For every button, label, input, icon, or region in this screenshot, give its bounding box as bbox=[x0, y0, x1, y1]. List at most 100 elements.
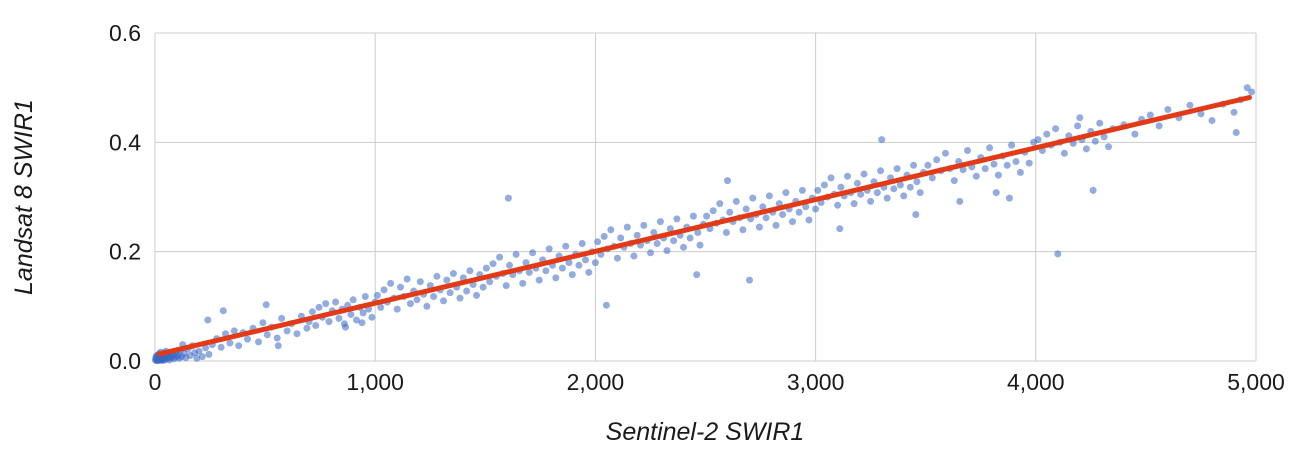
scatter-point bbox=[496, 253, 504, 261]
scatter-point bbox=[746, 276, 753, 284]
scatter-point bbox=[293, 330, 301, 338]
scatter-point bbox=[617, 234, 625, 242]
scatter-point bbox=[430, 293, 438, 300]
scatter-point bbox=[1008, 141, 1016, 149]
scatter-point bbox=[1155, 122, 1163, 130]
scatter-point bbox=[456, 294, 464, 302]
scatter-point bbox=[413, 296, 421, 304]
scatter-point bbox=[393, 305, 401, 313]
scatter-point bbox=[205, 350, 213, 358]
scatter-point bbox=[380, 286, 388, 294]
scatter-point bbox=[802, 203, 810, 211]
scatter-point bbox=[602, 301, 610, 309]
scatter-point bbox=[964, 147, 971, 154]
scatter-point bbox=[591, 259, 599, 267]
scatter-point bbox=[558, 264, 566, 272]
scatter-point bbox=[739, 226, 747, 234]
scatter-point bbox=[406, 300, 414, 308]
scatter-point bbox=[322, 300, 330, 308]
scatter-point bbox=[1197, 110, 1205, 118]
scatter-point bbox=[198, 353, 206, 361]
scatter-point bbox=[217, 343, 225, 351]
scatter-point bbox=[535, 276, 543, 284]
scatter-point bbox=[623, 223, 631, 231]
scatter-point bbox=[489, 260, 497, 268]
scatter-point bbox=[928, 174, 936, 182]
scatter-point bbox=[359, 309, 367, 317]
scatter-point bbox=[950, 177, 958, 185]
scatter-point bbox=[1082, 145, 1090, 153]
scatter-point bbox=[1005, 194, 1013, 202]
scatter-point bbox=[633, 231, 641, 239]
scatter-point bbox=[607, 226, 615, 234]
scatter-point bbox=[377, 303, 385, 311]
scatter-point bbox=[812, 205, 820, 213]
scatter-point bbox=[463, 287, 471, 295]
scatter-point bbox=[578, 240, 586, 247]
scatter-point bbox=[986, 144, 994, 152]
y-tick-label: 0.6 bbox=[109, 20, 141, 46]
scatter-point bbox=[193, 354, 201, 362]
scatter-point bbox=[837, 183, 845, 191]
scatter-point bbox=[486, 278, 494, 286]
scatter-point bbox=[990, 160, 998, 168]
scatter-point bbox=[449, 270, 457, 277]
scatter-point bbox=[798, 186, 806, 194]
scatter-point bbox=[959, 166, 967, 174]
scatter-point bbox=[1054, 250, 1062, 258]
scatter-point bbox=[512, 250, 520, 258]
scatter-point bbox=[749, 194, 757, 202]
scatter-point bbox=[262, 301, 270, 309]
scatter-point bbox=[759, 203, 767, 211]
scatter-point bbox=[347, 311, 355, 318]
scatter-point bbox=[332, 298, 340, 306]
scatter-point bbox=[689, 212, 697, 220]
scatter-point bbox=[565, 259, 573, 267]
scatter-point bbox=[443, 276, 451, 284]
scatter-point bbox=[582, 256, 589, 264]
scatter-point bbox=[779, 211, 787, 218]
scatter-point bbox=[663, 247, 671, 255]
scatter-point bbox=[916, 189, 924, 197]
scatter-point bbox=[762, 214, 770, 222]
scatter-point bbox=[263, 331, 271, 339]
scatter-point bbox=[502, 282, 510, 290]
scatter-point bbox=[896, 181, 904, 189]
scatter-point bbox=[525, 268, 533, 276]
scatter-point bbox=[910, 161, 918, 169]
scatter-point bbox=[325, 318, 333, 326]
scatter-point bbox=[506, 261, 513, 269]
scatter-point bbox=[696, 241, 704, 249]
x-tick-label: 2,000 bbox=[567, 369, 625, 395]
scatter-point bbox=[552, 274, 560, 282]
scatter-point bbox=[308, 308, 316, 316]
scatter-point bbox=[219, 307, 227, 315]
scatter-point bbox=[673, 215, 681, 223]
x-tick-label: 0 bbox=[149, 369, 162, 395]
scatter-point bbox=[594, 238, 602, 246]
scatter-point bbox=[1076, 114, 1084, 122]
scatter-point bbox=[994, 171, 1002, 179]
scatter-point bbox=[653, 240, 661, 247]
y-tick-label: 0.4 bbox=[109, 129, 141, 155]
scatter-point bbox=[1052, 125, 1060, 133]
scatter-point bbox=[542, 267, 550, 275]
scatter-point bbox=[694, 229, 702, 236]
scatter-point bbox=[403, 275, 411, 283]
trendline bbox=[156, 95, 1252, 357]
scatter-point bbox=[693, 271, 701, 279]
scatter-point bbox=[361, 293, 369, 300]
scatter-point bbox=[1096, 119, 1104, 127]
scatter-points-layer bbox=[151, 84, 1256, 364]
scatter-point bbox=[722, 229, 730, 236]
scatter-point bbox=[1034, 136, 1042, 144]
scatter-point bbox=[1164, 106, 1172, 113]
scatter-point bbox=[890, 185, 898, 193]
scatter-point bbox=[755, 223, 763, 231]
scatter-point bbox=[1208, 117, 1216, 124]
scatter-point bbox=[1131, 130, 1139, 138]
scatter-point bbox=[853, 179, 861, 187]
scatter-point bbox=[278, 314, 286, 322]
scatter-point bbox=[244, 335, 251, 343]
scatter-point bbox=[877, 167, 885, 175]
